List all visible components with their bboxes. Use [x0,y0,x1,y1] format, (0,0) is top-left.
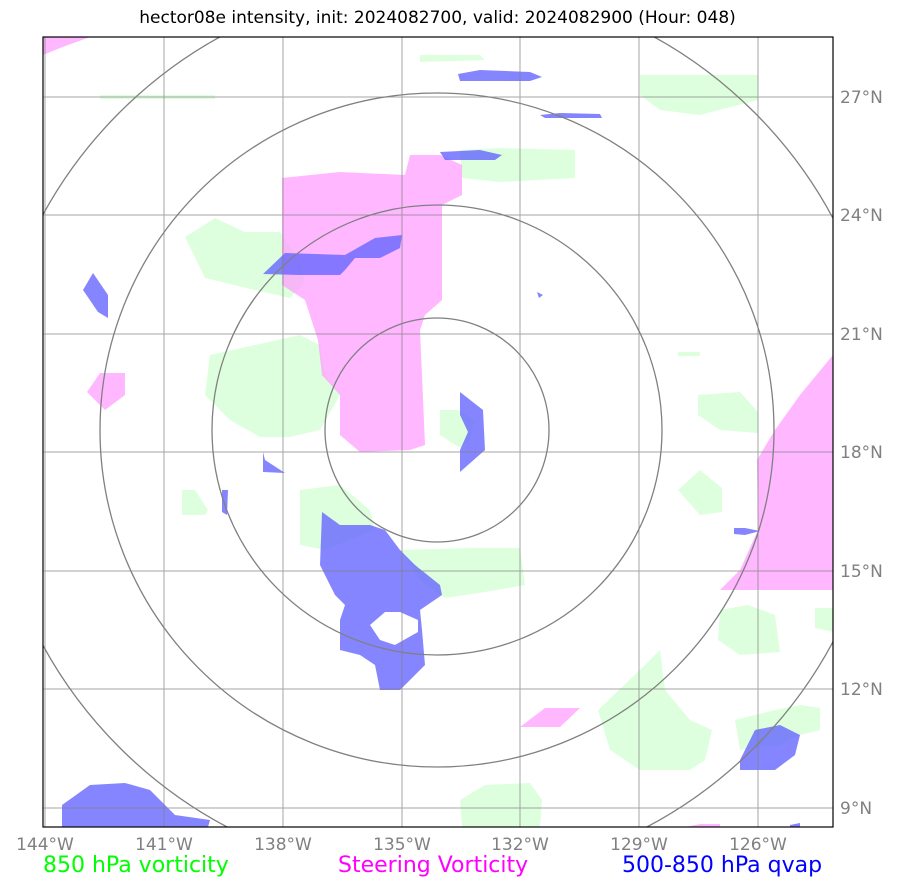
steering-vorticity-layer [43,37,833,827]
map-plot-area [43,37,833,827]
latitude-labels: 27°N 24°N 21°N 18°N 15°N 12°N 9°N [840,88,883,819]
vorticity-850-region [205,335,340,437]
lon-label: 132°W [491,835,549,855]
lat-label: 24°N [840,206,883,226]
vorticity-850-region [698,392,758,433]
qvap-region [62,783,210,827]
qvap-region [320,512,442,690]
vorticity-850-region [678,352,700,356]
range-rings [43,37,833,827]
steering-vorticity-region [282,155,462,452]
vorticity-850-region [420,55,485,62]
vorticity-850-region [640,75,758,115]
vorticity-850-region [185,218,305,298]
steering-vorticity-region [686,824,720,827]
qvap-region [263,452,285,473]
legend-vorticity-850: 850 hPa vorticity [43,853,229,878]
lon-label: 135°W [373,835,431,855]
qvap-region [458,70,542,81]
range-ring-1 [324,317,550,543]
lon-label: 138°W [254,835,312,855]
legend-qvap: 500-850 hPa qvap [622,853,823,878]
lon-label: 144°W [16,835,74,855]
steering-vorticity-region [43,37,90,55]
vorticity-850-region [598,650,712,770]
qvap-region [740,725,800,770]
vorticity-850-region [678,470,722,515]
lat-label: 15°N [840,562,883,582]
qvap-region [263,235,402,275]
lat-label: 12°N [840,680,883,700]
map-frame [42,36,834,828]
lon-label: 129°W [610,835,668,855]
lat-label: 18°N [840,443,883,463]
lat-label: 21°N [840,325,883,345]
longitude-labels: 144°W 141°W 138°W 135°W 132°W 129°W 126°… [16,835,787,855]
qvap-region [83,273,108,318]
qvap-region [734,528,760,535]
qvap-layer [62,70,800,827]
legend-steering-vorticity: Steering Vorticity [338,853,529,878]
qvap-region [540,113,602,118]
vorticity-850-region [460,783,542,827]
vorticity-850-region [718,605,780,655]
qvap-region [790,823,800,827]
vorticity-850-region [815,608,833,632]
map-title: hector08e intensity, init: 2024082700, v… [139,8,736,28]
vorticity-850-region [182,490,208,515]
qvap-region [537,292,543,298]
range-ring-2 [211,204,663,656]
steering-vorticity-region [87,373,125,410]
lon-label: 141°W [135,835,193,855]
steering-vorticity-region [720,355,833,590]
lat-label: 9°N [840,799,872,819]
gridlines [43,37,833,827]
range-ring-3 [99,92,775,768]
lon-label: 126°W [729,835,787,855]
lat-label: 27°N [840,88,883,108]
steering-vorticity-region [520,708,580,727]
qvap-region [440,150,502,160]
